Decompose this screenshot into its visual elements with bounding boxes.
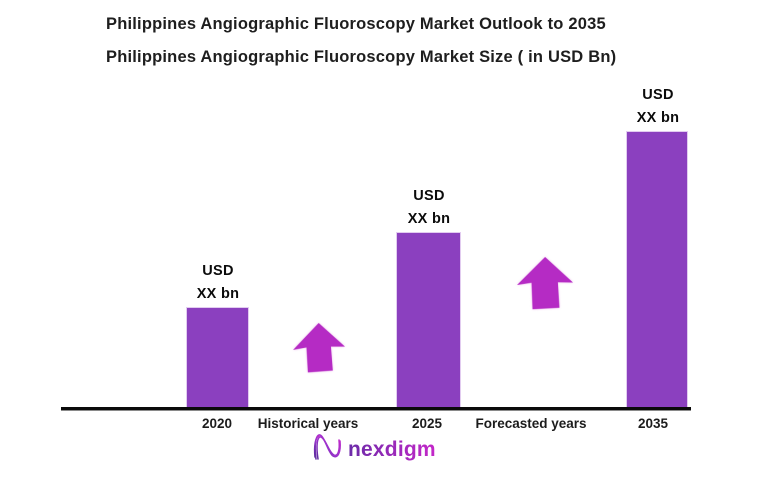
page-subtitle: Philippines Angiographic Fluoroscopy Mar… (106, 48, 617, 66)
bar-value-label-2020: USD XX bn (158, 260, 278, 306)
nexdigm-logo-icon: nexdigm (313, 434, 436, 461)
bar-value-label-2025: USD XX bn (369, 185, 489, 231)
bar-value-line1: USD (413, 188, 445, 204)
annotation-historical-years: Historical years (257, 416, 359, 431)
nexdigm-wordmark: nexdigm (348, 438, 436, 461)
wave-n-icon (313, 434, 341, 460)
bar-2025 (397, 233, 460, 408)
annotation-forecasted-years: Forecasted years (475, 416, 587, 431)
bar-2020 (187, 308, 248, 408)
bar-2035 (627, 132, 687, 408)
growth-arrow-icon (517, 257, 574, 310)
bar-value-line1: USD (202, 263, 234, 279)
x-tick-2025: 2025 (411, 416, 443, 431)
bar-value-line2: XX bn (407, 211, 451, 227)
nexdigm-logo: nexdigm (312, 430, 438, 464)
x-axis-line (61, 407, 691, 411)
bar-value-line2: XX bn (636, 110, 680, 126)
page-title: Philippines Angiographic Fluoroscopy Mar… (106, 15, 606, 33)
bar-value-label-2035: USD XX bn (598, 84, 718, 130)
bar-value-line2: XX bn (196, 286, 240, 302)
x-tick-2035: 2035 (637, 416, 669, 431)
growth-arrow-icon (292, 322, 346, 373)
x-tick-2020: 2020 (201, 416, 233, 431)
bar-value-line1: USD (642, 87, 674, 103)
